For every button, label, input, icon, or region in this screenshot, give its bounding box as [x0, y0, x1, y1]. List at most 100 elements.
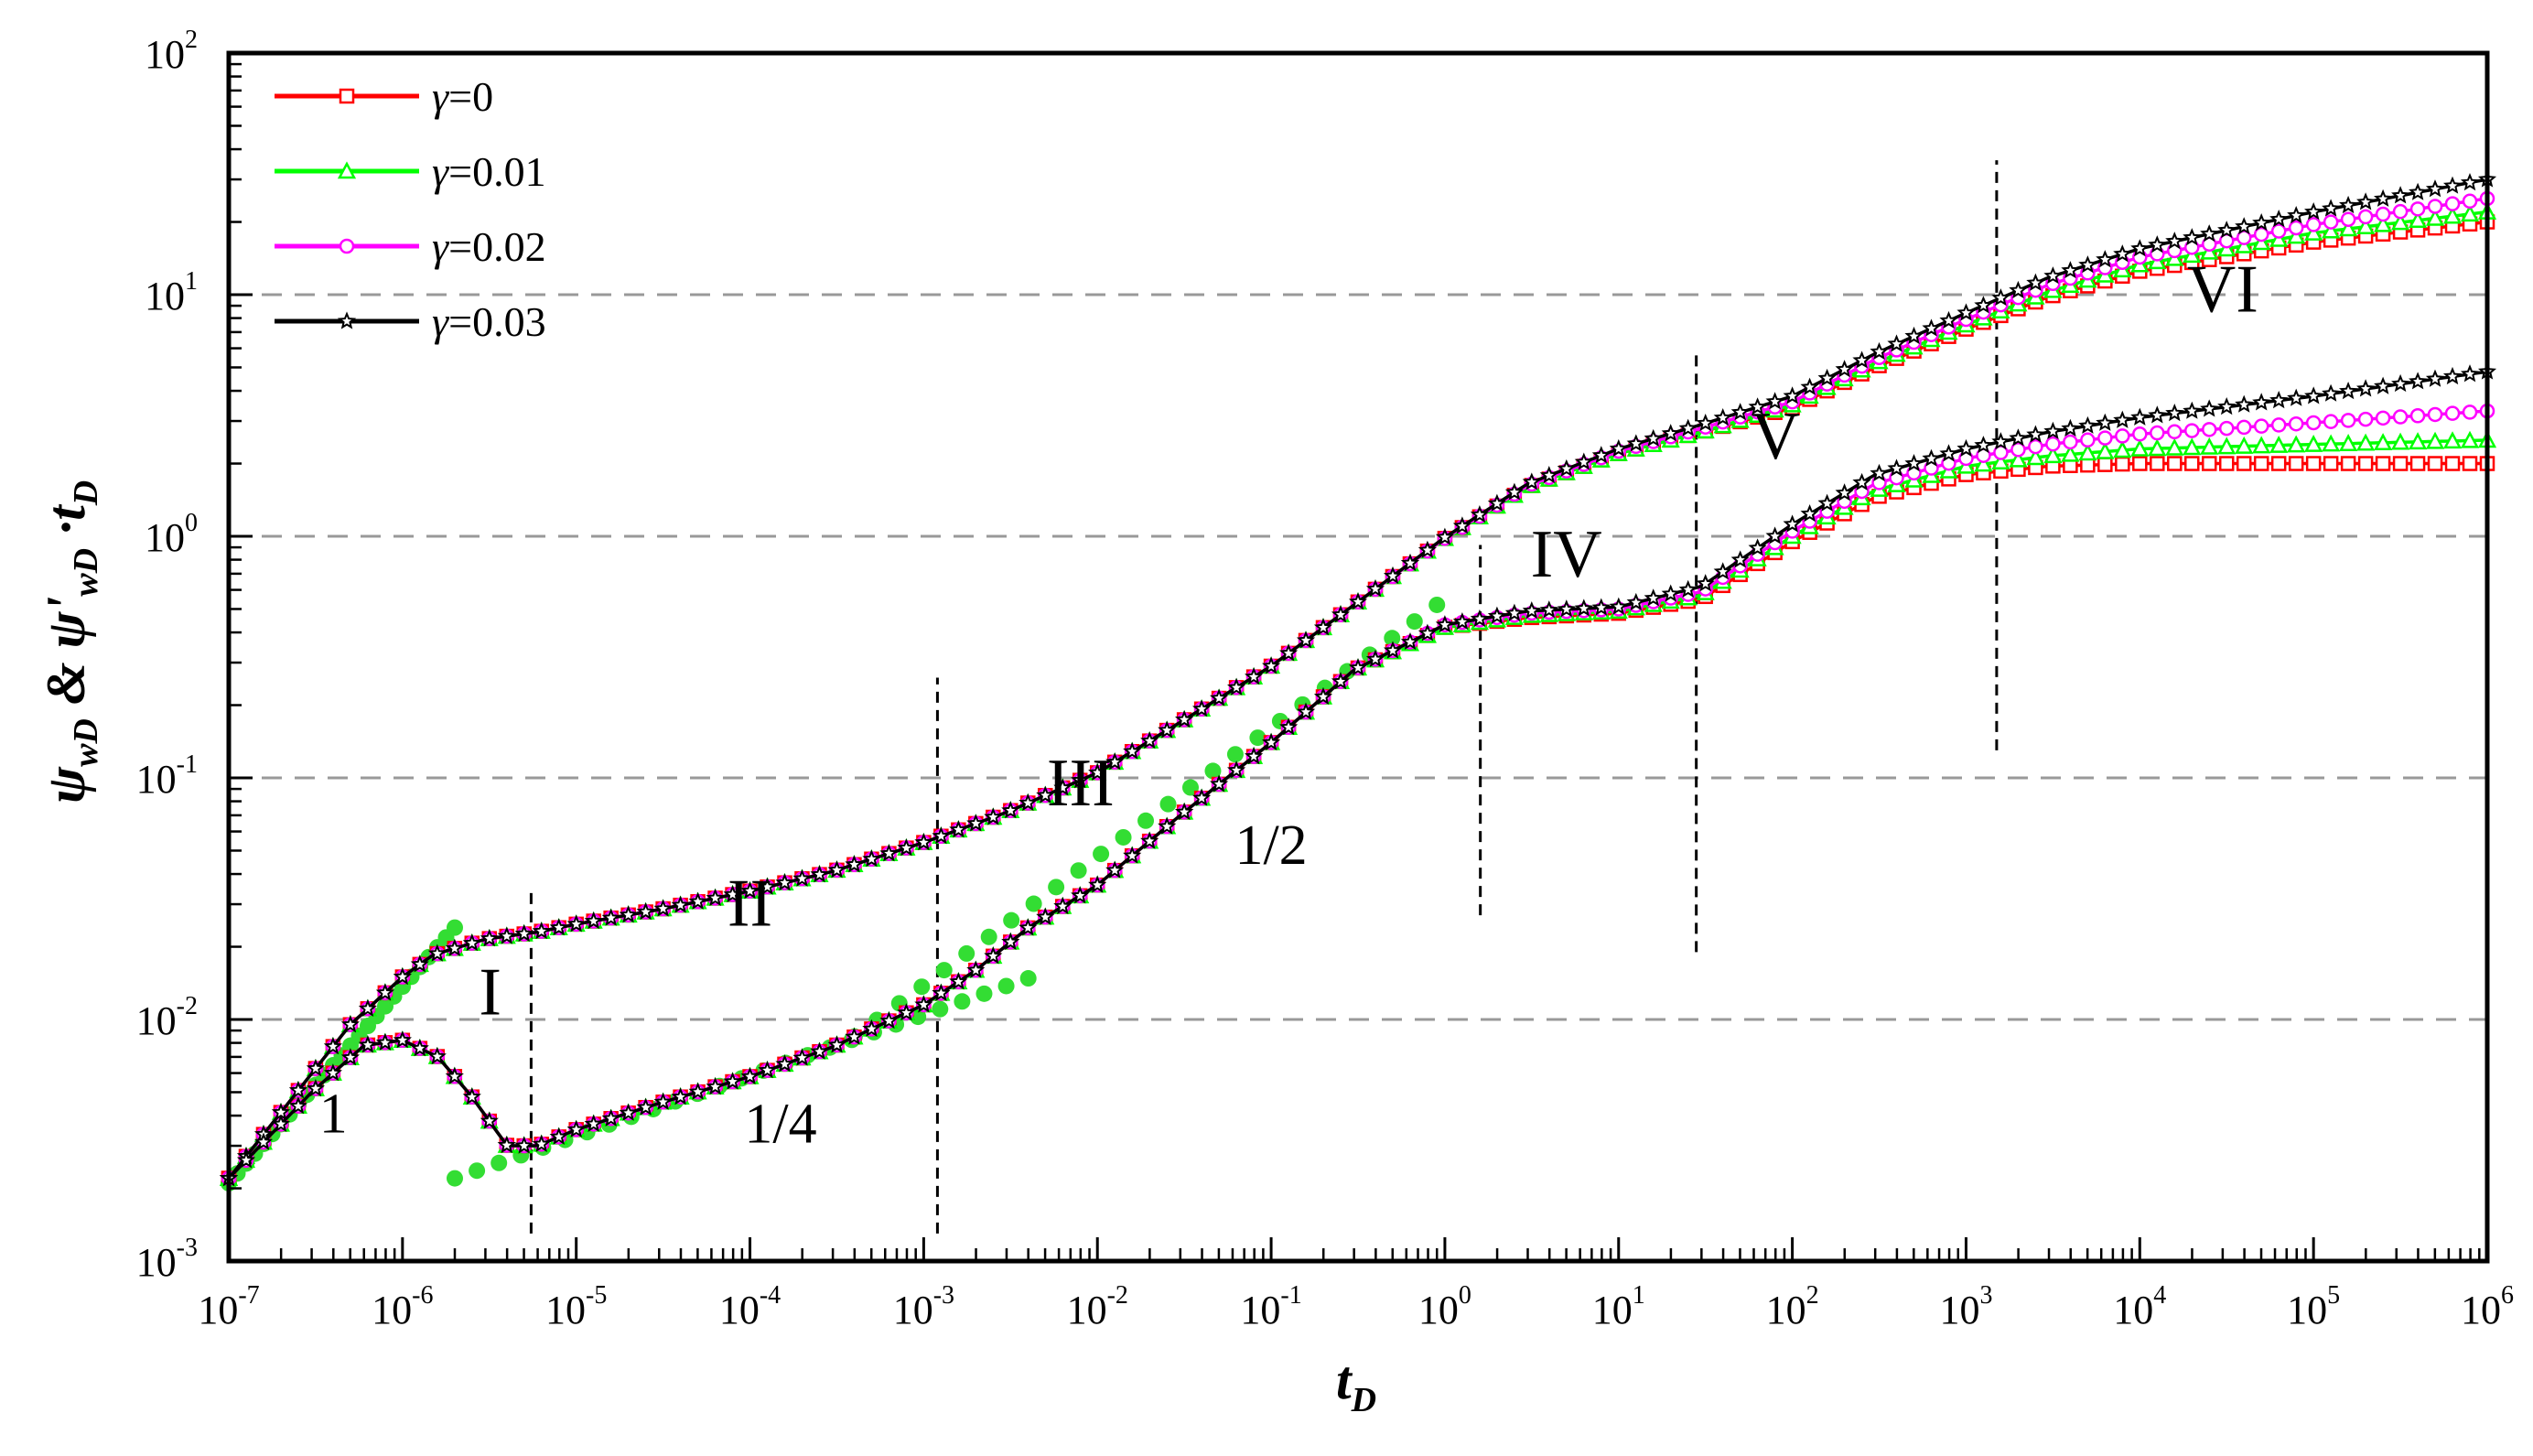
star-marker [2217, 221, 2237, 239]
star-marker [1730, 550, 1750, 568]
circle-marker [2218, 420, 2235, 437]
star-marker [1036, 785, 1055, 803]
star-marker [1470, 504, 1489, 523]
star-marker [462, 933, 481, 952]
star-marker [497, 926, 516, 944]
star-marker [306, 1058, 325, 1077]
pressure-markers [219, 201, 2497, 1186]
star-marker [792, 1048, 812, 1066]
reference-dot [1025, 895, 1042, 912]
reference-dot [975, 985, 993, 1002]
star-marker [2043, 421, 2063, 440]
star-marker [1348, 658, 1368, 676]
triangle-marker [2113, 440, 2132, 458]
triangle-marker [2165, 437, 2184, 456]
star-marker [2148, 235, 2167, 253]
star-marker [2374, 189, 2393, 207]
star-marker [2217, 396, 2237, 415]
star-marker [1279, 643, 1299, 662]
star-marker [1991, 288, 2010, 307]
circle-marker [2409, 408, 2426, 424]
star-marker [636, 901, 655, 921]
star-marker [879, 844, 899, 862]
reference-dot [469, 1162, 486, 1180]
star-marker [2113, 244, 2132, 263]
circle-marker [2305, 217, 2322, 232]
star-marker [827, 860, 846, 879]
star-marker [2096, 250, 2115, 268]
reference-dot [1093, 846, 1110, 863]
star-marker [1470, 609, 1489, 628]
triangle-marker [2356, 217, 2376, 234]
star-marker [1591, 446, 1611, 464]
square-marker [2236, 456, 2252, 471]
square-marker [2427, 456, 2443, 471]
x-tick-label: 10-7 [198, 1281, 259, 1332]
star-marker [2009, 428, 2028, 447]
star-marker [914, 832, 933, 851]
triangle-marker [2442, 431, 2463, 449]
circle-marker [2375, 206, 2391, 222]
reference-dot [1406, 613, 1423, 631]
star-marker [1800, 377, 1819, 395]
star-marker [1400, 632, 1420, 651]
star-marker [1661, 584, 1680, 602]
pressure-curve [227, 210, 2488, 1180]
y-axis-title: ψwD & ψ'wD ·tD [36, 480, 105, 803]
star-marker [1175, 802, 1194, 821]
reference-dot [1384, 630, 1401, 647]
square-marker [2218, 456, 2235, 471]
triangle-marker [2252, 436, 2271, 454]
star-marker [862, 1019, 881, 1037]
star-marker [1452, 611, 1471, 631]
star-marker [1852, 351, 1871, 369]
star-marker [410, 1038, 429, 1057]
reference-dot [980, 928, 997, 945]
square-marker [2253, 456, 2269, 471]
slope-label: 1 [319, 1084, 348, 1146]
square-marker [2184, 456, 2200, 471]
star-marker [1557, 458, 1576, 477]
star-marker [1088, 875, 1107, 893]
star-marker [827, 1035, 846, 1053]
star-marker [1887, 334, 1906, 352]
star-marker [271, 1114, 291, 1133]
slope-label: 1/2 [1234, 814, 1307, 877]
star-marker [1365, 649, 1385, 668]
circle-marker [2340, 413, 2356, 428]
star-marker [323, 1036, 342, 1055]
reference-dot [1428, 596, 1446, 613]
star-marker [636, 1097, 655, 1116]
circle-marker [2462, 404, 2478, 420]
star-marker [1158, 720, 1177, 739]
star-marker [1417, 540, 1437, 558]
triangle-marker [2269, 229, 2289, 247]
star-marker [1296, 702, 1316, 720]
star-marker [1383, 641, 1403, 659]
square-marker [2150, 456, 2165, 471]
triangle-marker [2408, 210, 2428, 229]
star-marker [1974, 436, 1993, 454]
star-marker [2165, 232, 2184, 250]
star-marker [1192, 788, 1212, 806]
star-marker [358, 1035, 377, 1053]
square-marker [2323, 456, 2339, 471]
x-title-sub: D [1351, 1381, 1376, 1419]
star-marker [1227, 677, 1246, 696]
star-marker [358, 998, 377, 1017]
star-marker [1019, 793, 1038, 812]
star-marker [984, 807, 1003, 825]
star-marker [601, 1108, 620, 1127]
square-marker [2115, 456, 2130, 472]
star-marker [1835, 360, 1854, 378]
y-title-sub3: D [67, 480, 105, 506]
triangle-marker [2304, 222, 2323, 241]
star-marker [914, 995, 933, 1013]
star-marker [1887, 458, 1906, 477]
star-marker [1262, 656, 1281, 674]
star-marker [1175, 709, 1194, 728]
star-marker [1817, 493, 1837, 512]
square-marker [2340, 456, 2356, 471]
x-tick-label: 10-6 [372, 1281, 433, 1332]
